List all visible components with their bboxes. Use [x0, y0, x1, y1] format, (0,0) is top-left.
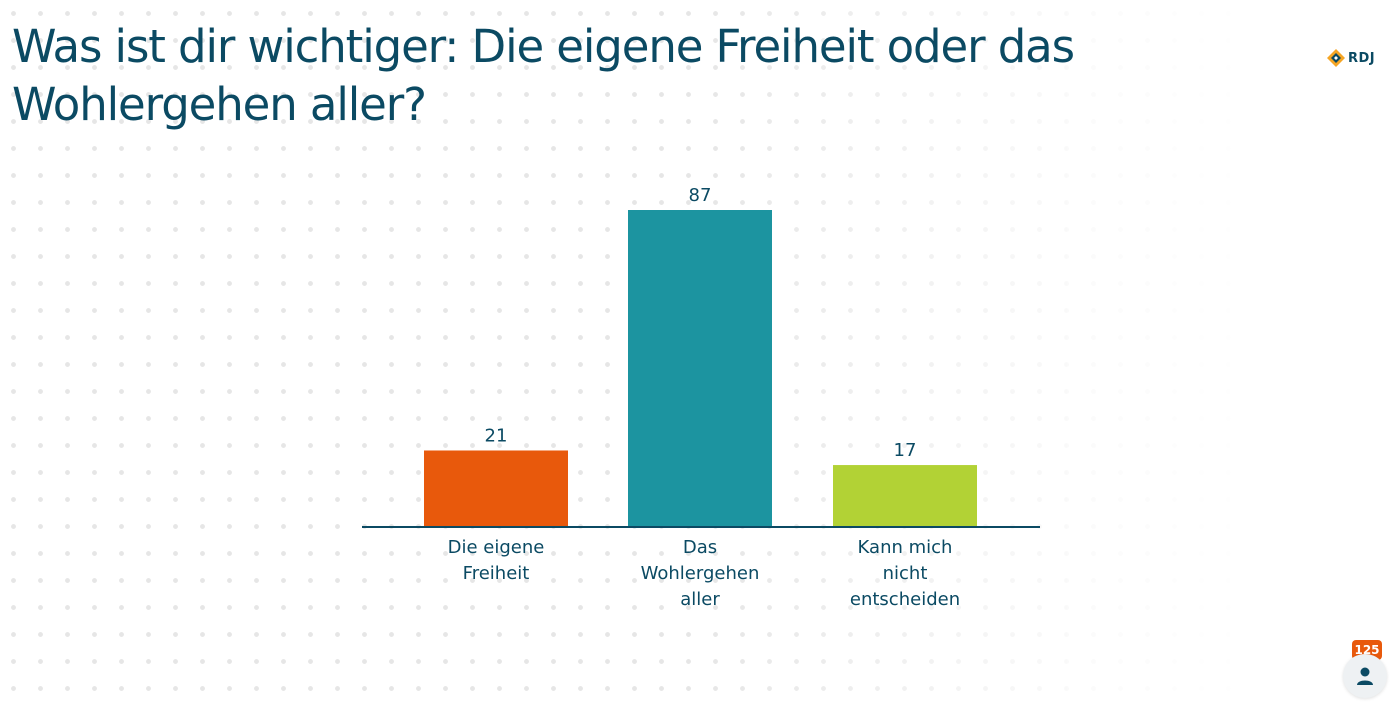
category-label-line: Die eigene: [448, 537, 545, 558]
category-label-1: Das Wohlergehen aller: [641, 537, 760, 610]
category-label-line: Wohlergehen: [641, 563, 760, 584]
data-label-1: 87: [689, 185, 712, 206]
person-icon: [1357, 667, 1373, 685]
category-label-line: aller: [680, 589, 720, 610]
category-label-line: entscheiden: [850, 589, 960, 610]
logo-text: RDJ: [1348, 50, 1376, 66]
category-label-line: Freiheit: [463, 563, 530, 584]
bar-2: [833, 465, 977, 527]
category-label-2: Kann mich nicht entscheiden: [850, 537, 960, 610]
data-label-2: 17: [894, 440, 917, 461]
bar-1: [628, 210, 772, 527]
page-title: Was ist dir wichtiger: Die eigene Freihe…: [12, 20, 1075, 131]
diamond-logo-icon: [1327, 49, 1345, 67]
data-label-0: 21: [485, 425, 508, 446]
category-label-line: Das: [683, 537, 717, 558]
responses-widget[interactable]: 125: [1340, 640, 1390, 700]
brand-logo: RDJ: [1326, 48, 1375, 68]
category-label-line: nicht: [883, 563, 928, 584]
category-label-0: Die eigene Freiheit: [448, 537, 545, 584]
bar-0: [424, 450, 568, 527]
category-label-line: Kann mich: [858, 537, 953, 558]
avatar[interactable]: [1343, 654, 1387, 698]
